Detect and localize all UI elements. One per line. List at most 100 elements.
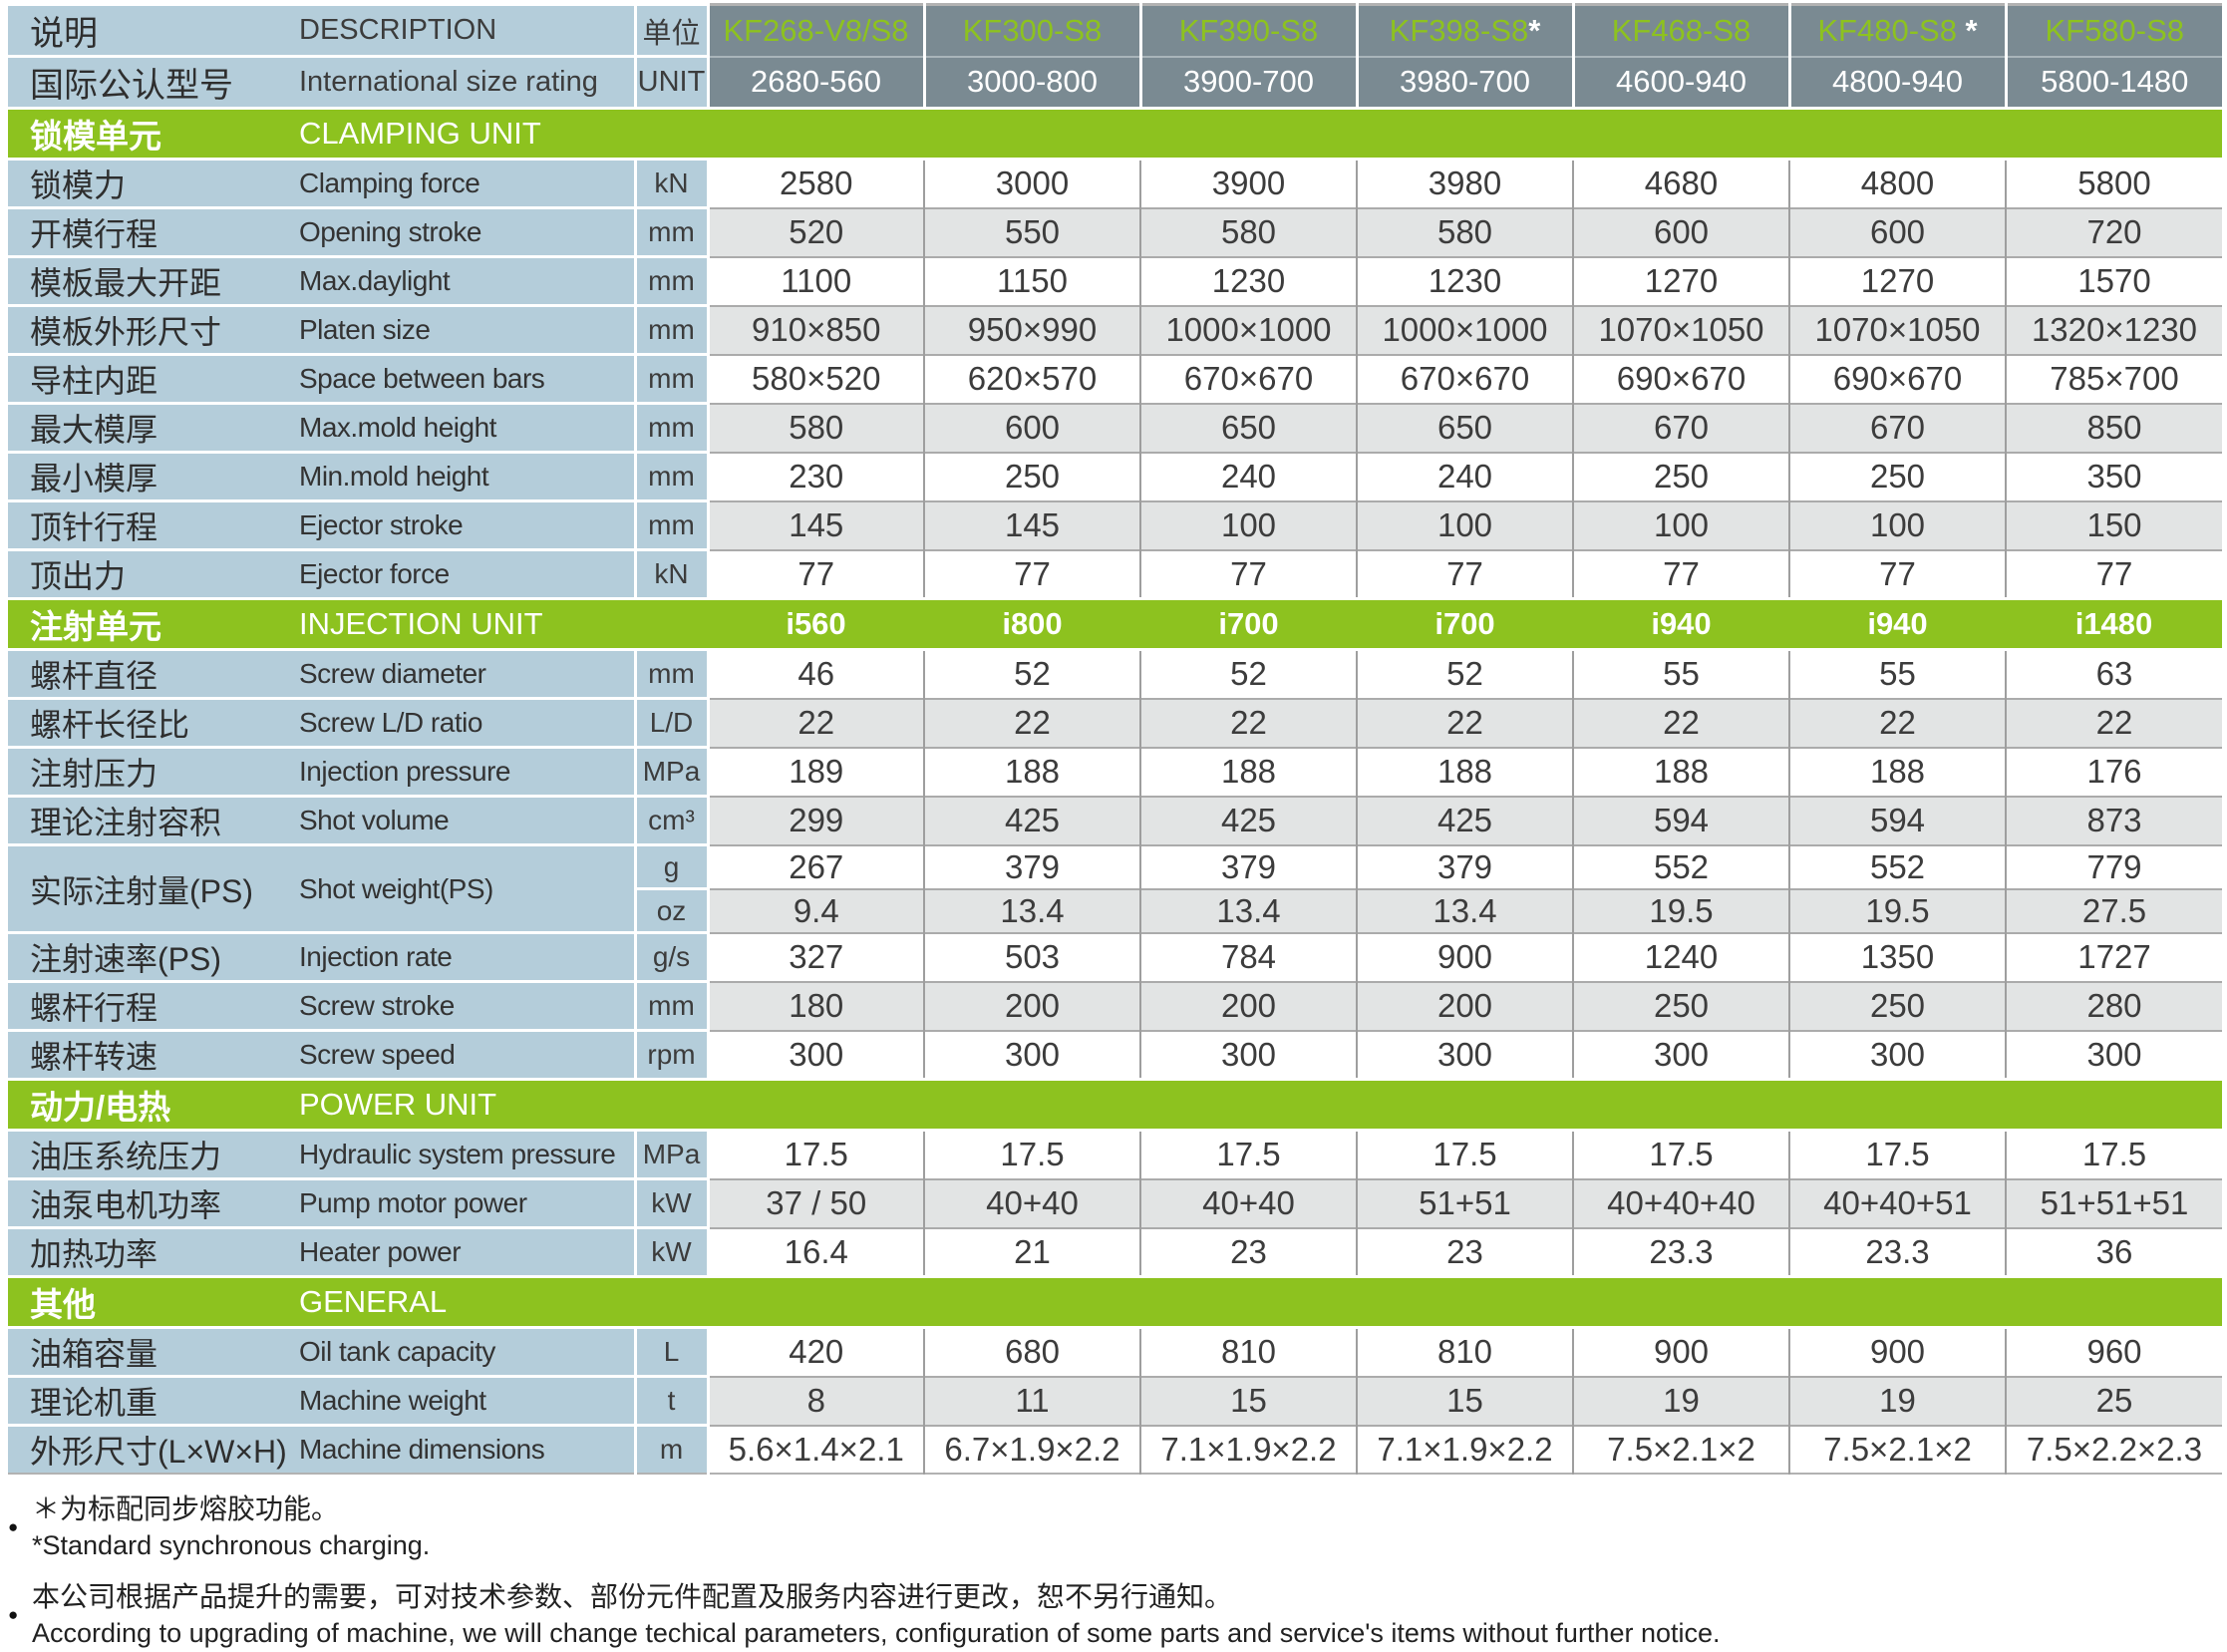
spec-value: 100 (1788, 499, 2006, 550)
spec-value: 230 (706, 451, 924, 501)
section-band-value (1140, 1078, 1357, 1132)
spec-value: 22 (1356, 697, 1573, 748)
spec-value: 594 (1572, 795, 1789, 845)
spec-value: 784 (1139, 931, 1357, 982)
spec-value: 77 (1356, 548, 1573, 599)
spec-value: 873 (2005, 795, 2222, 845)
bullet-icon: ● (8, 1517, 19, 1536)
spec-value: 900 (1788, 1326, 2006, 1377)
spec-value: 37 / 50 (706, 1177, 924, 1228)
spec-value: 900 (1356, 931, 1573, 982)
spec-value: 1570 (2005, 255, 2222, 306)
spec-value: 200 (1139, 980, 1357, 1031)
spec-value: 910×850 (706, 304, 924, 355)
section-band-value (1573, 107, 1789, 161)
spec-value: 1270 (1788, 255, 2006, 306)
section-band-value (1573, 1275, 1789, 1329)
row-label-en: Injection pressure (299, 746, 635, 797)
spec-value: 425 (923, 795, 1140, 845)
spec-value: 200 (1356, 980, 1573, 1031)
table-row: 螺杆直径 Screw diameter mm 46 52 52 52 55 55 63 (8, 648, 2222, 699)
spec-value: 7.5×2.2×2.3 (2005, 1424, 2222, 1474)
section-band: 注射单元 INJECTION UNIT i560 i800 i700 i700 i940 i9… (8, 597, 2222, 651)
spec-value: 13.4 (1139, 887, 1357, 933)
row-label-en: Screw speed (299, 1029, 635, 1080)
row-label-zh: 最小模厚 (8, 451, 299, 501)
model-name: KF480-S8 (1817, 12, 1957, 48)
spec-value: 580 (1139, 206, 1357, 257)
section-band-value (924, 1275, 1140, 1329)
spec-value: 250 (1572, 451, 1789, 501)
row-label-en: Clamping force (299, 158, 635, 208)
spec-value: 280 (2005, 980, 2222, 1031)
spec-value: 580 (1356, 206, 1573, 257)
row-unit: kW (633, 1177, 708, 1228)
row-label-en: Max.daylight (299, 255, 635, 306)
bullet-icon: ● (8, 1605, 19, 1624)
spec-value: 6.7×1.9×2.2 (923, 1424, 1140, 1474)
row-label-zh: 模板最大开距 (8, 255, 299, 306)
model-header: KF480-S8 * (1787, 4, 2006, 57)
model-name: KF468-S8 (1611, 12, 1751, 48)
row-label-zh: 油箱容量 (8, 1326, 299, 1377)
model-name: KF398-S8 (1389, 12, 1529, 48)
row-unit: kN (633, 548, 708, 599)
spec-value: 1100 (706, 255, 924, 306)
row-unit: mm (633, 499, 708, 550)
spec-value: 327 (706, 931, 924, 982)
spec-value: 600 (1788, 206, 2006, 257)
spec-value: 51+51+51 (2005, 1177, 2222, 1228)
size-rating: 3980-700 (1355, 55, 1573, 109)
table-row: 锁模力 Clamping force kN 2580 3000 3900 3980 4680 4… (8, 158, 2222, 208)
row-label-zh: 顶出力 (8, 548, 299, 599)
row-label-en: Pump motor power (299, 1177, 635, 1228)
model-header: KF268-V8/S8 (706, 4, 924, 57)
row-unit: kW (633, 1226, 708, 1277)
spec-value: 188 (1572, 746, 1789, 797)
table-row: 理论注射容积 Shot volume cm³ 299 425 425 425 594 594 87… (8, 795, 2222, 845)
section-band-value (2006, 1275, 2222, 1329)
spec-value: 300 (1139, 1029, 1357, 1080)
spec-value: 580 (706, 402, 924, 453)
model-header: KF300-S8 (922, 4, 1140, 57)
spec-value: 425 (1356, 795, 1573, 845)
row-label-zh: 模板外形尺寸 (8, 304, 299, 355)
row-unit: mm (633, 402, 708, 453)
spec-value: 13.4 (923, 887, 1140, 933)
spec-value: 720 (2005, 206, 2222, 257)
model-header: KF390-S8 (1138, 4, 1357, 57)
section-title-en: GENERAL (299, 1275, 635, 1329)
spec-value: 145 (923, 499, 1140, 550)
section-band-value (2006, 107, 2222, 161)
section-band-unit (635, 107, 708, 161)
spec-value: 77 (1572, 548, 1789, 599)
row-unit: mm (633, 451, 708, 501)
size-rating: 2680-560 (706, 55, 924, 109)
table-row: 油泵电机功率 Pump motor power kW 37 / 50 40+40 40+4… (8, 1177, 2222, 1228)
row-unit: g (633, 843, 708, 889)
footnotes: ● ＊为标配同步熔胶功能。 *Standard synchronous char… (8, 1490, 2227, 1652)
spec-value: 17.5 (923, 1129, 1140, 1179)
section-band-unit (635, 1078, 708, 1132)
spec-value: 425 (1139, 795, 1357, 845)
spec-value: 600 (1572, 206, 1789, 257)
spec-value: 63 (2005, 648, 2222, 699)
spec-value: 670 (1788, 402, 2006, 453)
footnote-1-zh: ＊为标配同步熔胶功能。 (32, 1493, 340, 1524)
section-title-zh: 其他 (8, 1275, 299, 1329)
spec-sheet-page: 说明 DESCRIPTION 单位 KF268-V8/S8 KF300-S8 KF390-… (0, 3, 2227, 1648)
section-band-value (708, 1078, 924, 1132)
spec-value: 670×670 (1356, 353, 1573, 404)
spec-value: 22 (923, 697, 1140, 748)
row-label-zh: 导柱内距 (8, 353, 299, 404)
spec-value: 16.4 (706, 1226, 924, 1277)
footnote-1-en: *Standard synchronous charging. (32, 1530, 431, 1560)
row-label-en: Shot volume (299, 795, 635, 845)
row-label-zh: 理论机重 (8, 1375, 299, 1426)
spec-value: 4800 (1788, 158, 2006, 208)
spec-value: 17.5 (706, 1129, 924, 1179)
spec-value: 27.5 (2005, 887, 2222, 933)
spec-value: 420 (706, 1326, 924, 1377)
row-unit: mm (633, 304, 708, 355)
spec-value: 1000×1000 (1139, 304, 1357, 355)
